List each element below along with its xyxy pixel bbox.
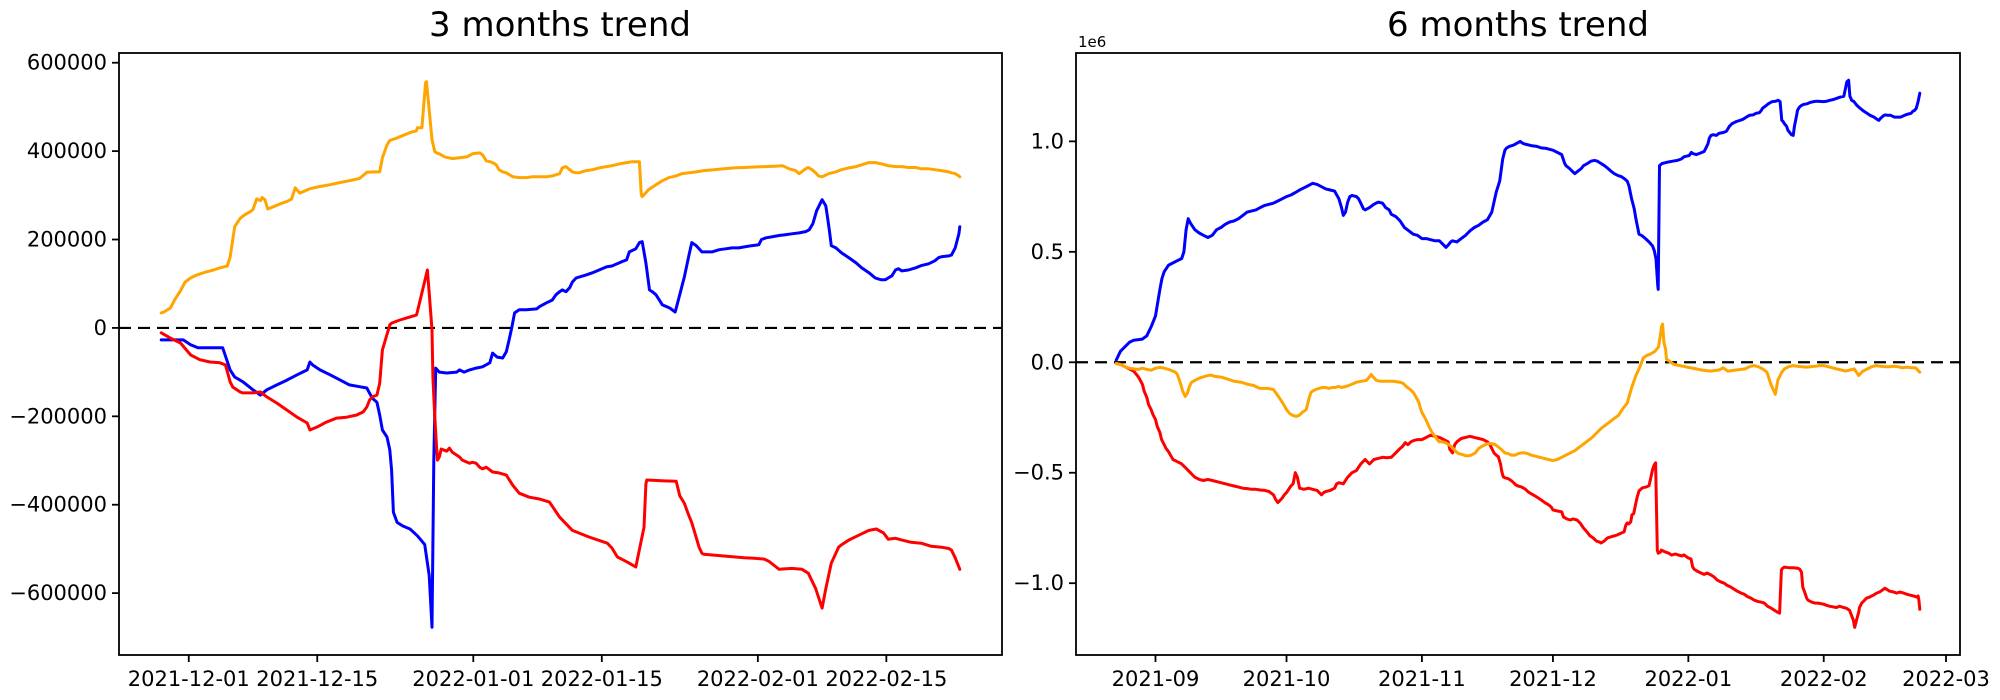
x-tick-label: 2021-09 [1112,667,1200,691]
chart-6-months-trend: 6 months trend 1e6 1.0 0.5 0.0 −0.5 −1.0 2021… [1013,5,1990,691]
x-tick-label: 2022-01 [1644,667,1732,691]
x-tick-label: 2022-02-15 [825,667,947,691]
axis-offset-label: 1e6 [1078,33,1106,51]
x-tick-label: 2021-11 [1378,667,1466,691]
y-tick-label: −600000 [9,581,107,605]
chart-3-months-trend: 3 months trend 600000 400000 200000 0 −20000… [9,5,1003,691]
series-blue-line [1114,78,1922,362]
series-red-line [159,268,962,610]
x-tick-label: 2022-02 [1780,667,1868,691]
y-tick-label: 600000 [27,51,107,75]
y-tick-label: −1.0 [1013,571,1064,595]
series-blue-line [159,198,962,629]
series-red-line [1114,361,1922,629]
y-tick-label: 0.5 [1031,240,1064,264]
x-tick-label: 2021-10 [1243,667,1331,691]
y-tick-label: 200000 [27,228,107,252]
y-tick-label: 0 [94,316,107,340]
y-tick-label: 1.0 [1031,129,1064,153]
y-tick-label: −200000 [9,404,107,428]
x-tick-label: 2022-01-01 [412,667,534,691]
x-tick-label: 2021-12 [1509,667,1597,691]
x-tick-label: 2022-03 [1902,667,1990,691]
series-orange-line [1114,322,1922,463]
plot-spines [1075,52,1961,656]
x-tick-label: 2022-02-01 [697,667,819,691]
chart-title-6-months: 6 months trend [1387,5,1649,45]
y-tick-label: 0.0 [1031,350,1064,374]
x-tick-label: 2021-12-15 [256,667,378,691]
y-tick-label: −400000 [9,493,107,517]
series-orange-line [159,80,962,315]
x-tick-label: 2022-01-15 [541,667,663,691]
y-tick-label: 400000 [27,139,107,163]
plot-spines [118,52,1003,656]
y-tick-label: −0.5 [1013,461,1064,485]
x-tick-label: 2021-12-01 [128,667,250,691]
chart-title-3-months: 3 months trend [429,5,691,45]
